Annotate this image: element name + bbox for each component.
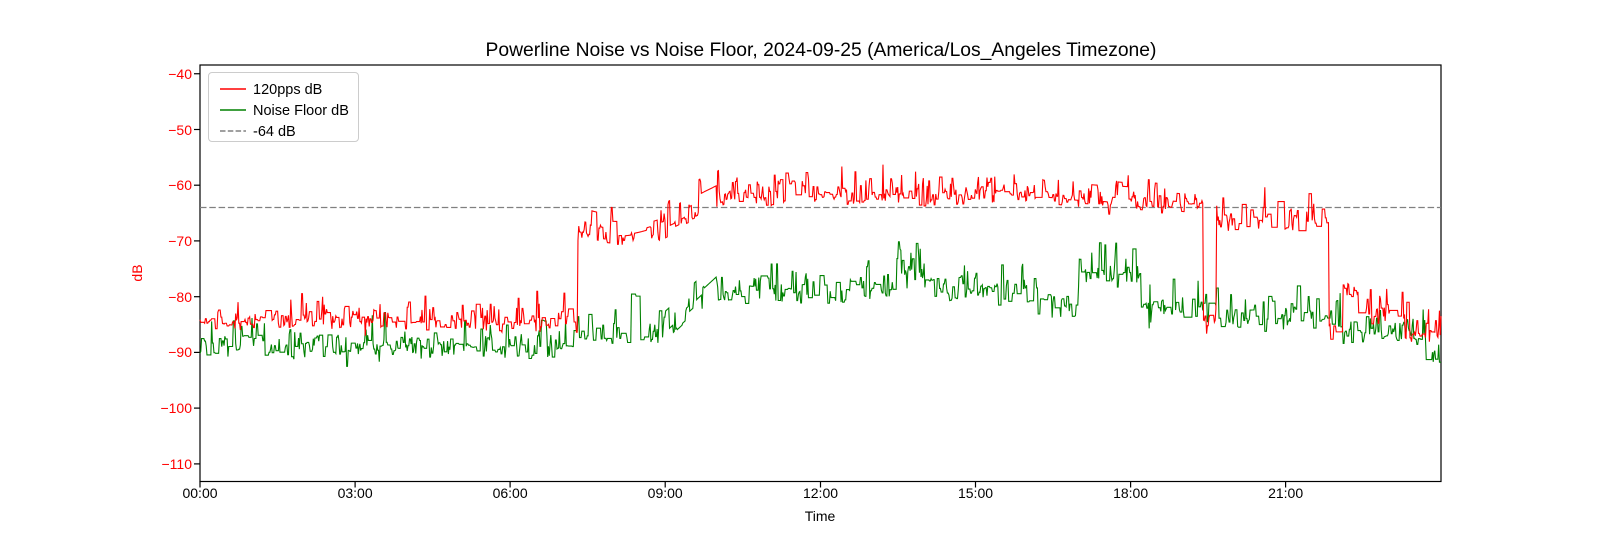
svg-text:120pps dB: 120pps dB [253,82,322,98]
svg-text:-64 dB: -64 dB [253,124,296,140]
svg-text:Noise Floor dB: Noise Floor dB [253,103,349,119]
